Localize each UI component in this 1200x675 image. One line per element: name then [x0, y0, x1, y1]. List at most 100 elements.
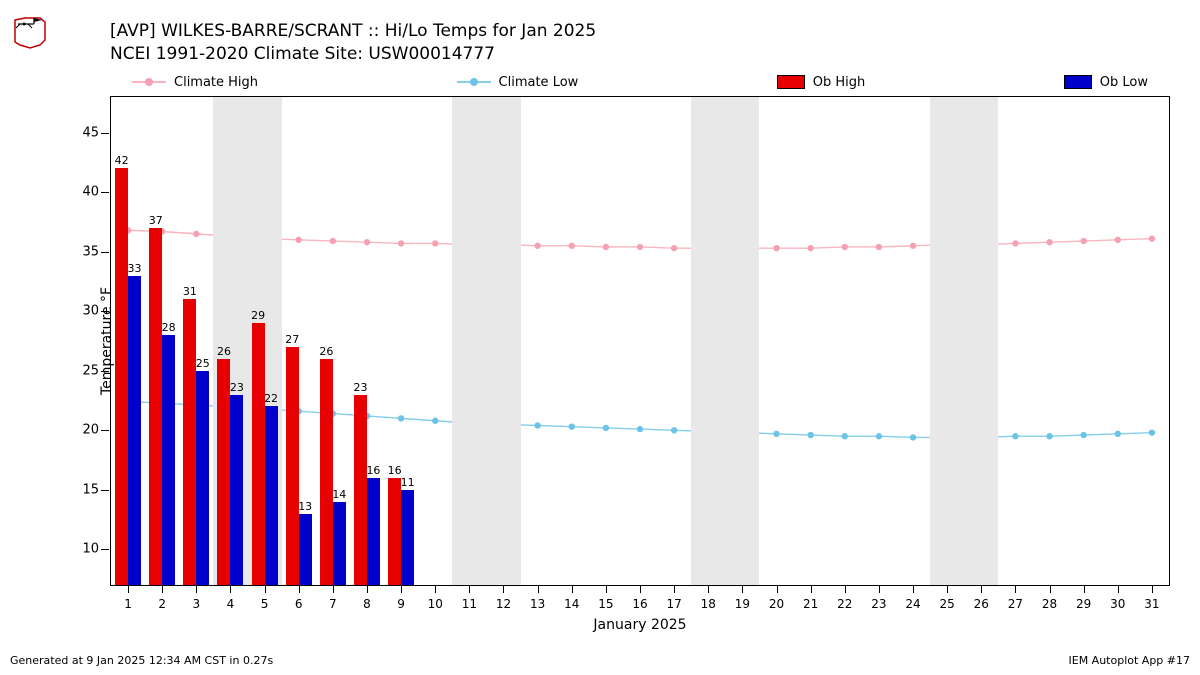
x-tick-label: 9 — [397, 597, 405, 611]
y-tick — [101, 252, 109, 253]
ob-low-label: 11 — [401, 476, 415, 489]
ob-high-bar — [183, 299, 196, 585]
ob-low-label: 25 — [196, 357, 210, 370]
ob-low-bar — [162, 335, 175, 585]
ob-high-bar — [388, 478, 401, 585]
x-tick — [538, 586, 539, 593]
x-tick-label: 6 — [295, 597, 303, 611]
x-tick — [1152, 586, 1153, 593]
ob-high-bar — [252, 323, 265, 585]
legend-label: Climate High — [174, 75, 258, 90]
x-tick — [435, 586, 436, 593]
y-tick — [101, 549, 109, 550]
x-tick-label: 27 — [1008, 597, 1023, 611]
x-tick — [196, 586, 197, 593]
y-tick-label: 40 — [82, 185, 99, 200]
x-tick-label: 30 — [1110, 597, 1125, 611]
ob-low-label: 28 — [162, 321, 176, 334]
x-tick-label: 23 — [871, 597, 886, 611]
x-tick — [1050, 586, 1051, 593]
x-tick-label: 1 — [124, 597, 132, 611]
legend-label: Ob Low — [1100, 75, 1148, 90]
x-tick-label: 19 — [735, 597, 750, 611]
ob-low-label: 22 — [264, 392, 278, 405]
iem-logo — [10, 10, 50, 50]
x-tick-label: 3 — [192, 597, 200, 611]
chart-title: [AVP] WILKES-BARRE/SCRANT :: Hi/Lo Temps… — [110, 20, 596, 66]
ob-high-label: 16 — [388, 464, 402, 477]
x-tick — [1118, 586, 1119, 593]
x-tick-label: 26 — [974, 597, 989, 611]
footer-app: IEM Autoplot App #17 — [1069, 654, 1191, 667]
ob-low-bar — [367, 478, 380, 585]
x-tick-label: 28 — [1042, 597, 1057, 611]
y-tick — [101, 192, 109, 193]
ob-high-bar — [354, 395, 367, 585]
x-tick-label: 4 — [227, 597, 235, 611]
ob-low-bar — [196, 371, 209, 585]
y-tick — [101, 133, 109, 134]
y-tick-label: 25 — [82, 363, 99, 378]
ob-low-bar — [128, 276, 141, 585]
x-tick-label: 14 — [564, 597, 579, 611]
x-tick — [367, 586, 368, 593]
x-tick-label: 11 — [462, 597, 477, 611]
x-axis-label: January 2025 — [593, 617, 686, 633]
x-tick-label: 13 — [530, 597, 545, 611]
x-tick-label: 22 — [837, 597, 852, 611]
x-tick — [981, 586, 982, 593]
title-line-2: NCEI 1991-2020 Climate Site: USW00014777 — [110, 43, 596, 66]
ob-high-label: 31 — [183, 285, 197, 298]
x-tick — [879, 586, 880, 593]
y-tick-label: 15 — [82, 482, 99, 497]
ob-low-bar — [401, 490, 414, 585]
x-tick-label: 18 — [701, 597, 716, 611]
x-tick — [606, 586, 607, 593]
x-tick — [1015, 586, 1016, 593]
ob-low-label: 14 — [332, 488, 346, 501]
legend-line-icon — [132, 81, 166, 83]
ob-high-label: 42 — [115, 154, 129, 167]
y-tick — [101, 430, 109, 431]
x-tick-label: 2 — [158, 597, 166, 611]
x-tick — [811, 586, 812, 593]
ob-high-bar — [286, 347, 299, 585]
legend-line-icon — [457, 81, 491, 83]
x-tick-label: 17 — [666, 597, 681, 611]
ob-high-bar — [149, 228, 162, 585]
x-tick-label: 20 — [769, 597, 784, 611]
x-tick-label: 25 — [940, 597, 955, 611]
ob-low-label: 16 — [366, 464, 380, 477]
ob-low-bar — [265, 406, 278, 585]
x-tick-label: 12 — [496, 597, 511, 611]
y-tick-label: 20 — [82, 423, 99, 438]
x-tick — [640, 586, 641, 593]
x-tick-label: 7 — [329, 597, 337, 611]
x-tick-label: 16 — [632, 597, 647, 611]
x-tick — [777, 586, 778, 593]
footer-generated: Generated at 9 Jan 2025 12:34 AM CST in … — [10, 654, 273, 667]
x-tick — [503, 586, 504, 593]
ob-high-label: 23 — [353, 381, 367, 394]
weekend-band — [691, 97, 759, 585]
x-tick — [913, 586, 914, 593]
y-tick-label: 35 — [82, 244, 99, 259]
legend-label: Ob High — [813, 75, 866, 90]
x-tick-label: 15 — [598, 597, 613, 611]
x-tick — [401, 586, 402, 593]
ob-high-bar — [115, 168, 128, 585]
ob-low-bar — [299, 514, 312, 585]
x-tick — [674, 586, 675, 593]
legend-climate-high: Climate High — [132, 75, 258, 90]
legend-label: Climate Low — [499, 75, 579, 90]
x-tick — [128, 586, 129, 593]
legend-swatch-icon — [1064, 75, 1092, 89]
legend-swatch-icon — [777, 75, 805, 89]
x-tick — [742, 586, 743, 593]
weekend-band — [452, 97, 520, 585]
ob-high-bar — [320, 359, 333, 585]
x-tick-label: 10 — [428, 597, 443, 611]
x-tick — [333, 586, 334, 593]
y-tick-label: 10 — [82, 542, 99, 557]
x-tick-label: 8 — [363, 597, 371, 611]
